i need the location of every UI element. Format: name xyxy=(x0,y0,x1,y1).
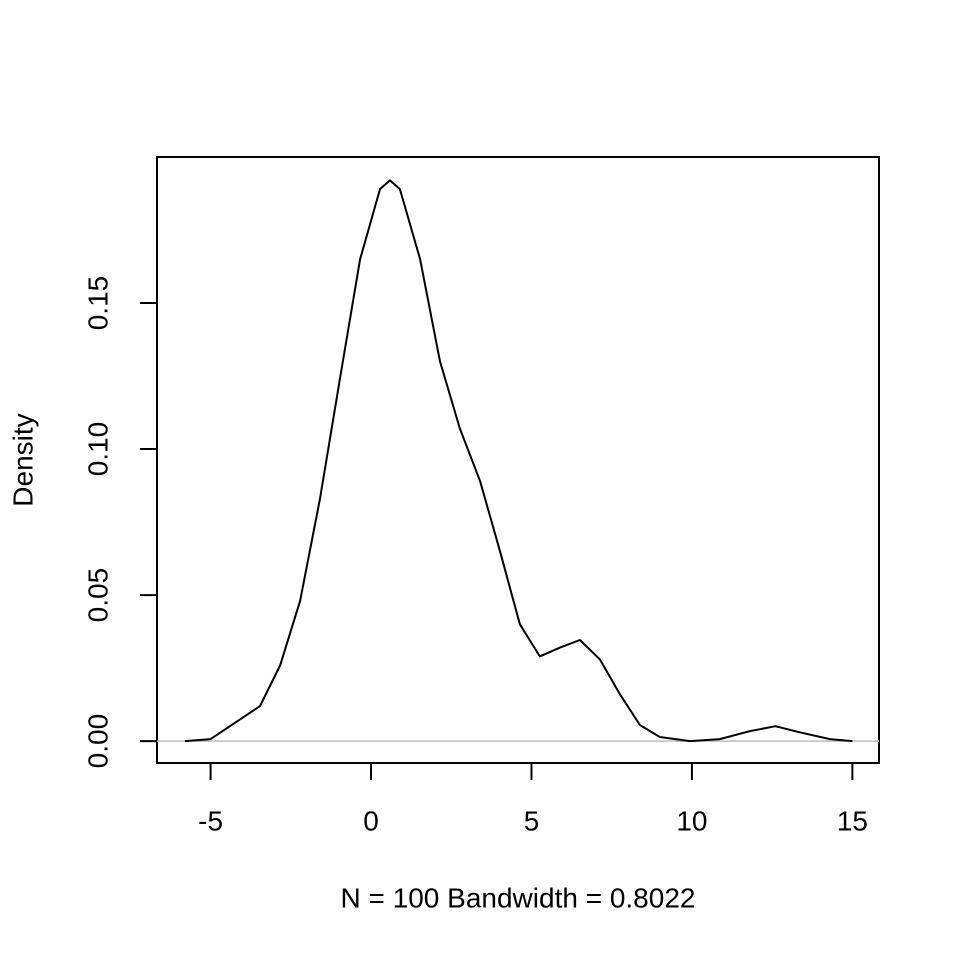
y-tick-label: 0.05 xyxy=(82,568,113,623)
x-tick-label: 15 xyxy=(837,805,868,836)
x-tick-label: 0 xyxy=(363,805,379,836)
x-axis-label: N = 100 Bandwidth = 0.8022 xyxy=(341,882,696,913)
x-tick-label: 5 xyxy=(524,805,540,836)
y-tick-label: 0.10 xyxy=(82,422,113,477)
x-tick-label: -5 xyxy=(198,805,223,836)
x-tick-label: 10 xyxy=(676,805,707,836)
y-tick-label: 0.15 xyxy=(82,276,113,331)
density-line xyxy=(184,179,853,743)
y-axis-label: Density xyxy=(7,413,38,506)
plot-box xyxy=(156,156,880,764)
y-tick-label: 0.00 xyxy=(82,714,113,769)
